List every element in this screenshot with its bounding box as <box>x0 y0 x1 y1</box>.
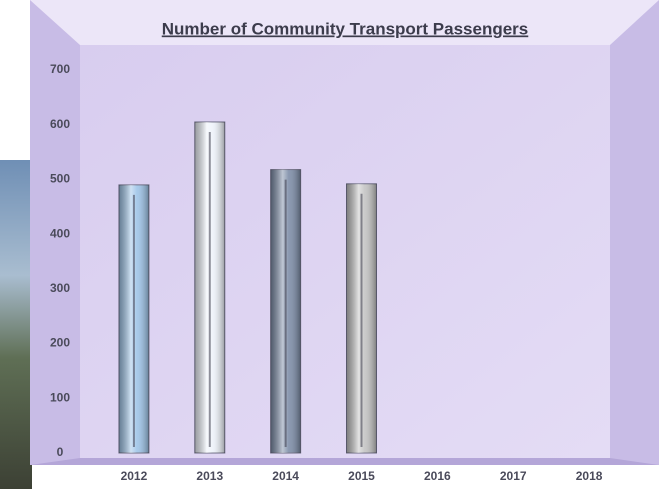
bevel <box>30 458 659 465</box>
x-tick-label: 2015 <box>348 469 375 483</box>
x-tick-label: 2016 <box>424 469 451 483</box>
background-photo <box>0 160 32 489</box>
x-tick-label: 2013 <box>196 469 223 483</box>
y-tick-label: 100 <box>50 390 70 404</box>
y-tick-label: 300 <box>50 281 70 295</box>
plot-area <box>80 45 610 458</box>
y-tick-label: 500 <box>50 172 70 186</box>
x-tick-label: 2012 <box>121 469 148 483</box>
bevel <box>30 0 659 45</box>
y-tick-label: 600 <box>50 117 70 131</box>
y-tick-label: 700 <box>50 62 70 76</box>
y-tick-label: 400 <box>50 226 70 240</box>
chart-title: Number of Community Transport Passengers <box>162 19 529 38</box>
x-tick-label: 2014 <box>272 469 299 483</box>
y-tick-label: 0 <box>57 445 64 459</box>
x-tick-label: 2018 <box>576 469 603 483</box>
y-tick-label: 200 <box>50 336 70 350</box>
x-tick-label: 2017 <box>500 469 527 483</box>
